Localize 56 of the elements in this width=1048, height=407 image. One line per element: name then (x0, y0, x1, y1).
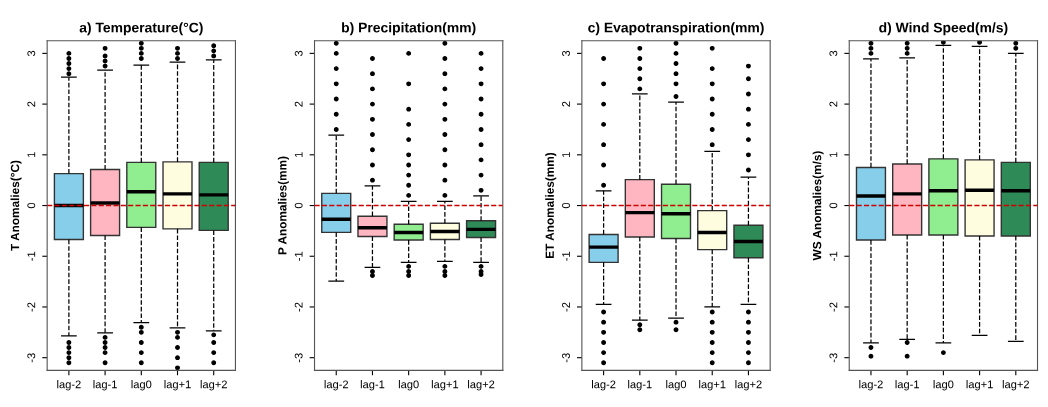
x-tick-label: lag-2 (859, 380, 883, 391)
x-tick-label: lag+2 (1002, 380, 1029, 391)
y-axis-title: P Anomalies(mm) (277, 156, 289, 255)
y-axis-title: T Anomalies(°C) (10, 160, 22, 251)
y-tick-label: 1 (27, 152, 36, 158)
x-tick-label: lag+1 (164, 380, 191, 391)
x-tick-label: lag-1 (360, 380, 385, 391)
x-tick-label: lag+1 (966, 380, 993, 391)
y-tick-label: 3 (27, 50, 36, 57)
y-tick-label: -3 (829, 353, 838, 363)
y-tick-label: 0 (562, 202, 570, 209)
y-tick-label: 0 (27, 202, 36, 209)
y-tick-label: 3 (294, 50, 303, 57)
x-tick-label: lag0 (666, 380, 687, 391)
y-tick-label: -2 (562, 302, 570, 312)
y-tick-label: 0 (294, 202, 303, 209)
y-tick-label: -2 (294, 302, 303, 312)
x-tick-label: lag0 (933, 380, 954, 391)
x-tick-label: lag+1 (431, 380, 459, 391)
y-tick-label: -2 (829, 302, 838, 312)
y-tick-label: 2 (562, 101, 570, 107)
chart-title: c) Evapotranspiration(mm) (588, 22, 764, 36)
y-tick-label: -1 (294, 251, 303, 261)
x-tick-label: lag0 (398, 380, 419, 391)
y-tick-label: -3 (294, 353, 303, 363)
y-tick-label: 1 (829, 152, 838, 158)
y-tick-label: -1 (562, 251, 570, 261)
chart-title: b) Precipitation(mm) (342, 22, 476, 36)
x-tick-label: lag-1 (93, 380, 117, 391)
y-tick-label: 2 (27, 101, 36, 107)
y-tick-label: 3 (829, 50, 838, 57)
y-tick-label: 2 (829, 101, 838, 107)
y-tick-label: -3 (562, 353, 570, 363)
y-tick-label: -1 (27, 251, 36, 261)
x-tick-label: lag+2 (200, 380, 227, 391)
y-tick-label: 1 (294, 152, 303, 158)
x-tick-label: lag-1 (895, 380, 919, 391)
x-tick-label: lag-2 (57, 380, 81, 391)
y-tick-label: 0 (829, 202, 838, 209)
x-tick-label: lag+2 (468, 380, 495, 391)
y-tick-label: -3 (27, 353, 36, 363)
y-tick-label: -2 (27, 302, 36, 312)
x-tick-label: lag+2 (735, 380, 762, 391)
x-tick-label: lag-2 (592, 380, 616, 391)
y-tick-label: 1 (562, 152, 570, 158)
chart-title: a) Temperature(°C) (79, 22, 203, 36)
x-tick-label: lag-2 (324, 380, 349, 391)
y-tick-label: 2 (294, 101, 303, 107)
x-tick-label: lag+1 (699, 380, 726, 391)
chart-title: d) Wind Speed(m/s) (879, 22, 1008, 36)
y-tick-label: -1 (829, 251, 838, 261)
y-axis-title: ET Anomalies(mm) (545, 152, 557, 258)
y-axis-title: WS Anomalies(m/s) (812, 151, 824, 261)
y-tick-label: 3 (562, 50, 570, 57)
x-tick-label: lag-1 (628, 380, 652, 391)
x-tick-label: lag0 (131, 380, 152, 391)
